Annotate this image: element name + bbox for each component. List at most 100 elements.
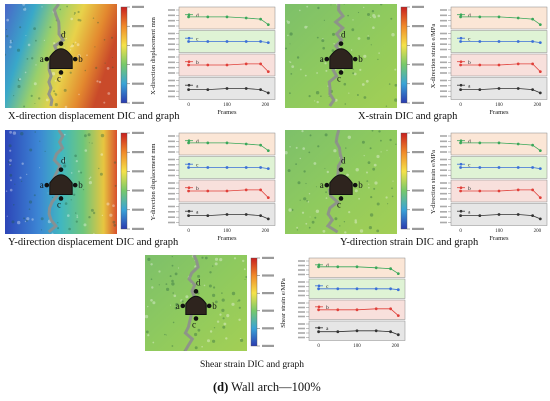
series-point-a [317, 330, 320, 334]
series-point-c [538, 167, 542, 170]
point-label-c: c [337, 199, 341, 209]
series-point-a [516, 213, 520, 216]
x-tick-label: 200 [262, 103, 270, 108]
series-point-a [266, 217, 270, 221]
series-point-c [396, 288, 400, 292]
graph-ystrain: d c b a 0 100 200 Frames [440, 132, 548, 240]
series-point-d [355, 265, 359, 269]
graph-ydisp: d c b a 0 100 200 Frames [168, 132, 276, 240]
dic-image-shear: d a b c [145, 255, 247, 351]
point-a [324, 56, 330, 62]
colorbar-gradient [120, 132, 128, 230]
point-label-a: a [40, 180, 44, 190]
point-c [58, 70, 64, 75]
series-point-d [459, 15, 462, 19]
series-point-d [336, 265, 340, 269]
point-label-a: a [320, 180, 324, 190]
series-point-d [244, 142, 248, 146]
x-axis-label: Frames [217, 235, 237, 240]
series-point-c [531, 40, 534, 43]
series-point-c [531, 166, 534, 169]
series-point-b [538, 70, 542, 73]
series-point-b [244, 62, 248, 66]
colorbar-title: X-direction displacement mm [150, 17, 157, 95]
series-point-d [538, 23, 542, 26]
series-point-c [538, 41, 542, 44]
legend-label-b: b [196, 186, 199, 192]
series-point-c [187, 40, 190, 43]
x-axis-label: Frames [489, 235, 509, 240]
dic-image-xdisp: d a b c [5, 4, 117, 108]
series-point-b [206, 63, 210, 67]
legend-label-b: b [326, 305, 329, 311]
series-point-d [266, 23, 270, 26]
legend-label-c: c [196, 162, 199, 168]
series-point-d [259, 143, 262, 147]
x-tick-label: 100 [495, 103, 503, 108]
series-point-d [225, 141, 229, 145]
series-point-a [244, 87, 248, 90]
legend-label-a: a [196, 83, 199, 89]
speckle-texture [5, 4, 114, 108]
figure-caption-text: Wall arch—100% [228, 380, 321, 394]
series-point-c [497, 40, 501, 43]
series-point-c [516, 166, 520, 169]
point-label-c: c [57, 73, 61, 83]
caption-ystrain: Y-direction strain DIC and graph [340, 237, 479, 248]
series-point-d [531, 143, 534, 147]
legend-label-a: a [196, 209, 199, 215]
series-point-a [259, 214, 262, 217]
series-point-a [396, 333, 400, 337]
point-label-a: a [40, 54, 44, 64]
series-point-b [516, 62, 520, 66]
colorbar-shear: Shear strain e/MPa [250, 256, 287, 347]
colorbar-gradient [400, 6, 408, 104]
point-d [58, 41, 64, 46]
series-point-c [459, 166, 462, 169]
point-label-b: b [78, 54, 83, 64]
legend-label-a: a [326, 326, 329, 332]
series-point-c [266, 41, 270, 44]
point-label-d: d [341, 156, 346, 166]
series-point-b [497, 189, 501, 193]
series-point-c [244, 166, 248, 169]
colorbar-ydisp: Y-direction displacement mm [120, 131, 157, 230]
series-point-a [225, 87, 229, 90]
colorbar-xstrain: X-direction strain e/MPa [400, 5, 437, 104]
series-point-a [478, 88, 482, 91]
panel-shear: d a b c Shear strain e/MPa d c b a 0 100 200 [145, 255, 415, 363]
point-b [206, 303, 212, 309]
point-label-d: d [341, 30, 346, 40]
series-point-b [244, 188, 248, 192]
graph-shear: d c b a 0 100 200 [298, 257, 406, 349]
point-d [338, 167, 344, 172]
series-line-d [460, 16, 541, 25]
legend-label-b: b [468, 60, 471, 66]
series-point-a [497, 213, 501, 216]
series-point-b [478, 189, 482, 193]
point-label-a: a [320, 54, 324, 64]
point-c [58, 196, 64, 201]
point-a [324, 182, 330, 188]
series-point-c [225, 166, 229, 169]
point-a [44, 56, 50, 62]
caption-xdisp: X-direction displacement DIC and graph [8, 111, 180, 122]
series-point-b [538, 196, 542, 199]
series-point-d [516, 16, 520, 20]
point-a [44, 182, 50, 188]
point-label-a: a [176, 301, 180, 311]
x-tick-label: 0 [459, 229, 462, 234]
series-point-a [374, 329, 378, 333]
series-point-a [187, 214, 190, 217]
point-b [72, 56, 78, 62]
legend-label-a: a [468, 209, 471, 215]
x-tick-label: 200 [534, 103, 542, 108]
dic-image-xstrain: d a b c [285, 4, 397, 108]
series-point-d [497, 141, 501, 145]
series-point-b [259, 188, 262, 192]
point-label-d: d [61, 30, 66, 40]
series-point-c [187, 166, 190, 169]
legend-label-b: b [468, 186, 471, 192]
arch-opening [49, 48, 73, 69]
legend-label-b: b [196, 60, 199, 66]
